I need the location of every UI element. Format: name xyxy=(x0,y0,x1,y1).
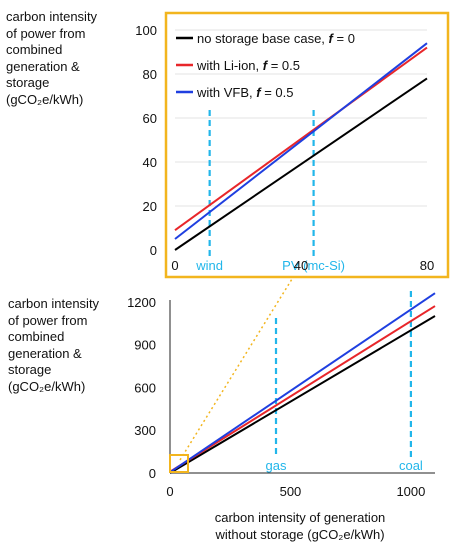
main-x-tick-label: 0 xyxy=(166,484,173,499)
inset-y-label-line: carbon intensity xyxy=(6,9,98,24)
main-x-label-line: carbon intensity of generation xyxy=(214,510,386,525)
main-y-tick-label: 600 xyxy=(134,380,156,395)
main-reference-lines: gas coal xyxy=(266,291,423,473)
inset-y-tick-label: 80 xyxy=(143,67,157,82)
inset-frame xyxy=(164,11,450,279)
inset-y-axis-label: carbon intensity of power from combined … xyxy=(6,9,97,108)
inset-y-label-line: storage xyxy=(6,75,50,90)
inset-series-line-black xyxy=(174,77,428,251)
main-y-label-line: generation & xyxy=(8,345,82,361)
main-y-tick-label: 1200 xyxy=(127,295,156,310)
main-x-tick-label: 1000 xyxy=(396,484,425,499)
main-x-axis-label: carbon intensity of generation without s… xyxy=(150,510,450,543)
reference-label-pv-mc-si: PV (mc-Si) xyxy=(282,258,345,273)
main-panel: gas coal 0 300 600 900 1200 0 500 1000 xyxy=(127,291,436,499)
inset-legend: no storage base case, f = 0 with Li-ion, … xyxy=(176,31,355,100)
legend-label: with VFB, f = 0.5 xyxy=(196,85,293,100)
main-series-lines xyxy=(169,292,436,474)
inset-y-tick-label: 40 xyxy=(143,155,157,170)
inset-y-label-line: generation & xyxy=(6,58,80,74)
main-y-label-unit: (gCO₂e/kWh) xyxy=(8,378,86,394)
inset-reference-lines: wind PV (mc-Si) xyxy=(195,110,345,273)
inset-y-tick-label: 60 xyxy=(143,111,157,126)
inset-series-lines xyxy=(174,42,428,251)
main-y-axis-label: carbon intensity of power from combined … xyxy=(8,296,99,395)
inset-panel: wind PV (mc-Si) 0 20 40 60 80 100 0 40 80 no stor… xyxy=(135,11,450,279)
zoom-connector-line xyxy=(179,278,293,461)
main-series-line-black xyxy=(169,315,436,474)
inset-series-line-red xyxy=(174,46,428,232)
main-x-label-line: without storage (gCO₂e/kWh) xyxy=(215,526,385,542)
inset-y-tick-label: 0 xyxy=(150,243,157,258)
main-y-label-line: storage xyxy=(8,362,52,377)
main-series-line-red xyxy=(169,305,436,473)
legend-label: with Li-ion, f = 0.5 xyxy=(196,58,300,73)
main-series-line-blue xyxy=(169,292,436,474)
reference-label-gas: gas xyxy=(266,458,287,473)
main-y-label-line: of power from xyxy=(8,312,88,328)
main-y-tick-label: 0 xyxy=(149,466,156,481)
main-tick-labels: 0 300 600 900 1200 0 500 1000 xyxy=(127,295,425,499)
reference-label-wind: wind xyxy=(195,258,223,273)
main-y-label-line: combined xyxy=(8,329,65,344)
main-y-tick-label: 300 xyxy=(134,423,156,438)
inset-series-line-blue xyxy=(174,42,428,240)
main-x-tick-label: 500 xyxy=(280,484,302,499)
inset-x-tick-label: 80 xyxy=(420,258,434,273)
main-y-tick-label: 900 xyxy=(134,338,156,353)
inset-x-tick-label: 40 xyxy=(294,258,308,273)
main-y-label-line: carbon intensity xyxy=(8,296,100,311)
inset-y-tick-label: 20 xyxy=(143,199,157,214)
inset-x-tick-label: 0 xyxy=(171,258,178,273)
legend-label: no storage base case, f = 0 xyxy=(197,31,355,46)
inset-y-tick-label: 100 xyxy=(135,23,157,38)
inset-y-label-line: combined xyxy=(6,42,63,57)
inset-y-label-line: of power from xyxy=(6,25,86,41)
inset-tick-labels: 0 20 40 60 80 100 0 40 80 xyxy=(135,23,434,273)
main-axes xyxy=(169,300,435,474)
inset-y-label-unit: (gCO₂e/kWh) xyxy=(6,91,84,107)
zoom-region-box xyxy=(169,454,189,473)
reference-label-coal: coal xyxy=(399,458,423,473)
